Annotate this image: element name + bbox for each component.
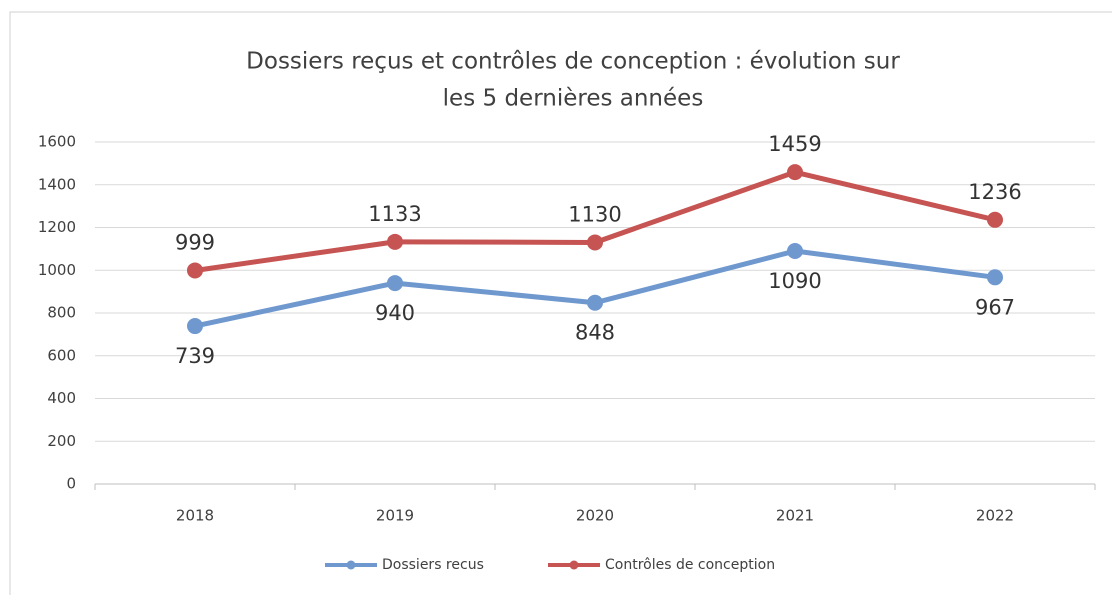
data-point [387,233,403,250]
data-label: 1090 [768,269,821,293]
data-label: 967 [975,295,1015,319]
data-label: 739 [175,344,215,368]
data-point [187,262,203,279]
legend-swatch [346,560,356,570]
y-tick-label: 400 [47,389,76,407]
y-tick-label: 1600 [38,133,76,151]
data-label: 999 [175,230,215,254]
data-point [987,269,1003,286]
y-tick-label: 600 [47,346,76,364]
y-tick-label: 0 [66,475,76,493]
legend-swatch [569,560,579,570]
y-tick-label: 800 [47,304,76,322]
chart-title: Dossiers reçus et contrôles de conceptio… [246,49,900,75]
legend-label: Dossiers recus [382,557,484,573]
chart-frame [9,11,1112,595]
data-label: 940 [375,301,415,325]
data-point [387,275,403,292]
data-point [187,318,203,335]
data-point [987,211,1003,228]
series-line [194,248,996,329]
data-point [587,294,603,311]
data-label: 1459 [768,132,821,156]
data-point [587,234,603,251]
data-label: 848 [575,321,615,345]
y-tick-label: 200 [47,432,76,450]
x-tick-label: 2018 [176,507,214,525]
x-tick-label: 2021 [776,507,814,525]
data-label: 1133 [368,202,421,226]
legend-label: Contrôles de conception [605,557,775,573]
y-tick-label: 1400 [38,175,76,193]
data-point [787,164,803,181]
x-tick-label: 2022 [976,507,1014,525]
chart-title: les 5 dernières années [443,86,704,112]
data-point [787,243,803,260]
x-tick-label: 2020 [576,507,614,525]
x-tick-label: 2019 [376,507,414,525]
data-label: 1236 [968,180,1021,204]
data-label: 1130 [568,202,621,226]
y-tick-label: 1000 [38,261,76,279]
y-tick-label: 1200 [38,218,76,236]
